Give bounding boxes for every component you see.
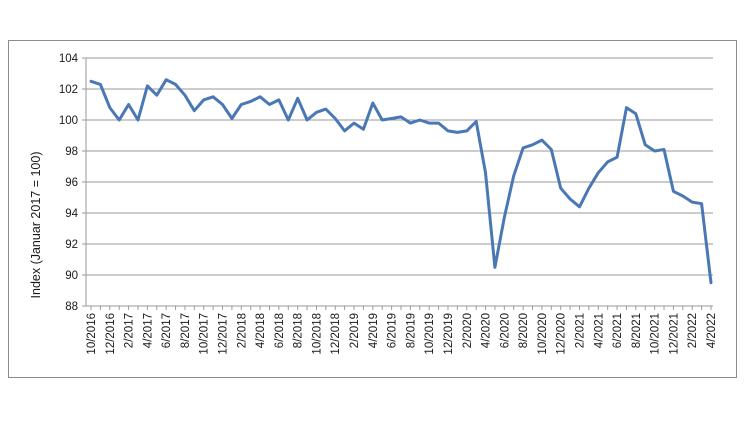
axes (82, 57, 713, 310)
x-tick-label: 2/2019 (349, 313, 361, 348)
x-tick-label: 8/2019 (405, 313, 417, 348)
x-tick-label: 12/2019 (443, 313, 455, 355)
x-tick-label: 6/2017 (161, 313, 173, 348)
x-tick-label: 10/2016 (86, 313, 98, 355)
y-tick-label: 92 (65, 239, 78, 251)
y-axis-title: Index (Januar 2017 = 100) (29, 152, 43, 299)
x-tick-label: 12/2020 (556, 313, 568, 355)
gridlines (86, 57, 713, 276)
x-tick-label: 6/2019 (387, 313, 399, 348)
x-tick-label: 6/2018 (274, 313, 286, 348)
x-tick-label: 6/2020 (499, 313, 511, 348)
x-tick-label: 2/2022 (687, 313, 699, 348)
y-tick-label: 98 (65, 146, 78, 158)
x-tick-label: 2/2017 (124, 313, 136, 348)
x-tick-label: 4/2017 (142, 313, 154, 348)
x-tick-label: 2/2020 (462, 313, 474, 348)
x-tick-label: 12/2018 (330, 313, 342, 355)
x-tick-label: 2/2018 (236, 313, 248, 348)
x-tick-label: 8/2020 (518, 313, 530, 348)
x-tick-label: 10/2021 (650, 313, 662, 355)
x-tick-label: 2/2021 (574, 313, 586, 348)
x-tick-label: 12/2021 (668, 313, 680, 355)
x-tick-label: 8/2017 (180, 313, 192, 348)
y-tick-label: 90 (65, 270, 78, 282)
line-chart: 88 90 92 94 96 98 100 102 104 10/2016 12/2016 2/20… (29, 53, 718, 355)
x-tick-label: 4/2020 (481, 313, 493, 348)
x-tick-label: 12/2017 (218, 313, 230, 355)
y-tick-label: 96 (65, 177, 78, 189)
x-tick-label: 10/2020 (537, 313, 549, 355)
series (89, 78, 713, 285)
x-tick-label: 12/2016 (105, 313, 117, 355)
x-tick-label: 10/2017 (199, 313, 211, 355)
x-tick-labels: 10/2016 12/2016 2/2017 4/2017 6/2017 8/2017 10… (86, 313, 718, 355)
y-tick-labels: 88 90 92 94 96 98 100 102 104 (59, 53, 79, 313)
y-tick-label: 88 (65, 301, 78, 313)
y-tick-label: 100 (59, 115, 78, 127)
y-tick-label: 102 (59, 84, 78, 96)
x-tick-label: 4/2019 (368, 313, 380, 348)
x-tick-label: 8/2018 (293, 313, 305, 348)
x-tick-label: 4/2021 (593, 313, 605, 348)
y-tick-label: 94 (65, 208, 78, 220)
x-tick-label: 6/2021 (612, 313, 624, 348)
chart-frame: 88 90 92 94 96 98 100 102 104 10/2016 12/2016 2/20… (8, 40, 737, 378)
x-tick-label: 10/2019 (424, 313, 436, 355)
x-tick-label: 10/2018 (311, 313, 323, 355)
x-tick-label: 8/2021 (631, 313, 643, 348)
x-tick-label: 4/2018 (255, 313, 267, 348)
x-tick-label: 4/2022 (706, 313, 718, 348)
y-tick-label: 104 (59, 53, 79, 65)
series-line (89, 78, 713, 285)
